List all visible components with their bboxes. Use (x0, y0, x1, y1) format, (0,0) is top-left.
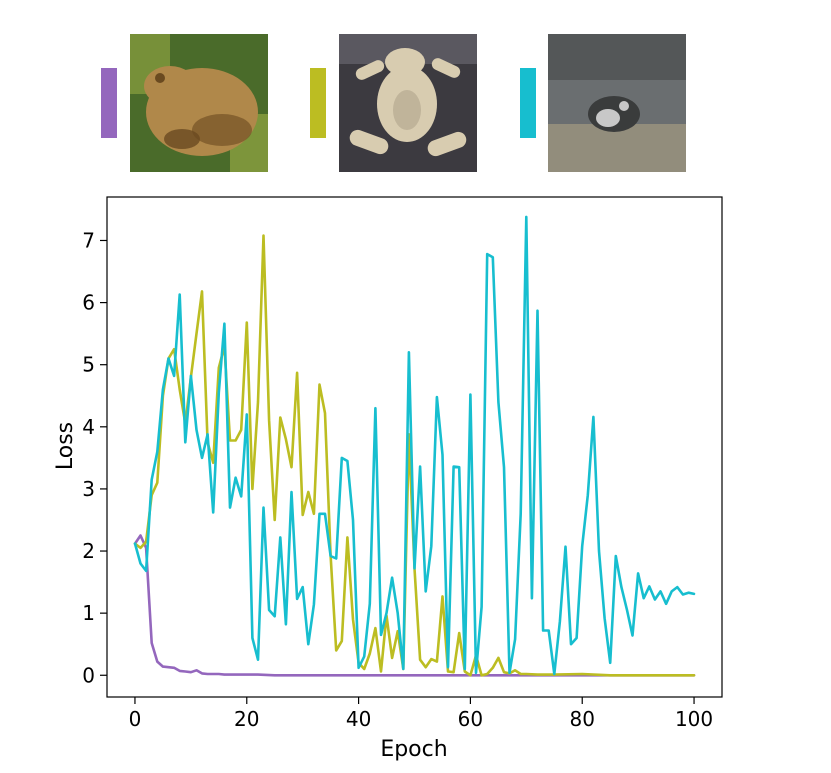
swatch-purple (101, 68, 117, 138)
thumbnail-frog-in-tank (548, 34, 686, 172)
x-tick-label: 0 (129, 707, 142, 731)
y-tick-label: 0 (82, 663, 95, 687)
x-axis-label: Epoch (380, 737, 447, 762)
thumbnail-row (0, 0, 831, 190)
series-line-2 (133, 215, 696, 676)
x-tick-label: 100 (675, 707, 713, 731)
x-tick-label: 40 (346, 707, 371, 731)
y-tick-label: 2 (82, 539, 95, 563)
y-tick-label: 4 (82, 415, 95, 439)
thumbnail-toad (130, 34, 268, 172)
x-tick-label: 80 (570, 707, 595, 731)
x-tick-label: 60 (458, 707, 483, 731)
swatch-cyan (520, 68, 536, 138)
plot-frame (106, 196, 723, 698)
y-tick-label: 6 (82, 291, 95, 315)
series-line-0 (133, 534, 696, 677)
y-axis-label: Loss (53, 422, 78, 470)
y-tick-label: 7 (82, 228, 95, 252)
thumbnail-frog-cutout (339, 34, 477, 172)
x-tick-label: 20 (234, 707, 259, 731)
y-tick-label: 3 (82, 477, 95, 501)
y-tick-label: 1 (82, 601, 95, 625)
series-line-1 (133, 234, 696, 677)
swatch-olive (310, 68, 326, 138)
y-tick-label: 5 (82, 353, 95, 377)
